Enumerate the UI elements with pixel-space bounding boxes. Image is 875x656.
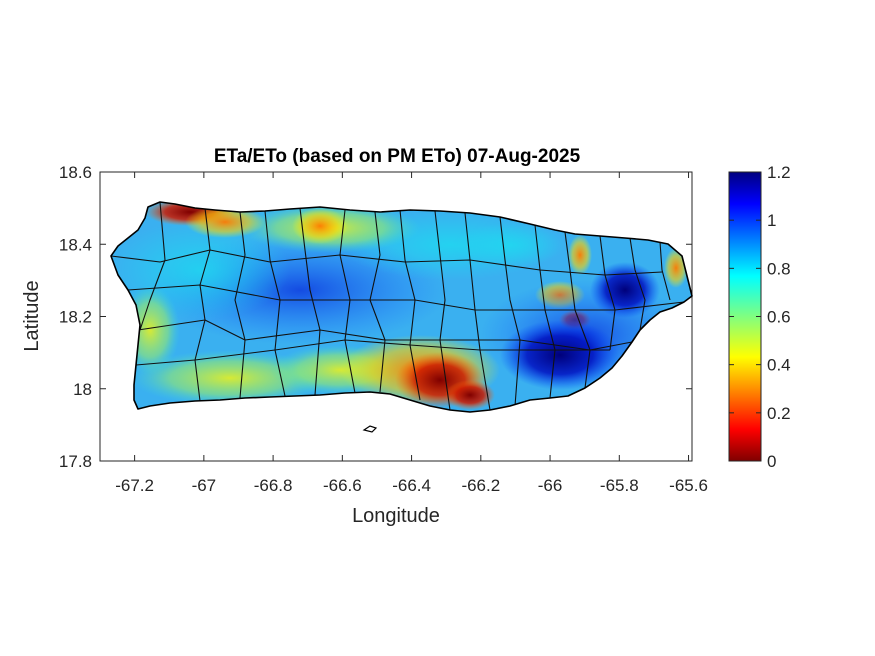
colorbar-tick-label: 0.2: [767, 404, 791, 423]
heat-south-darkred-2: [445, 380, 495, 410]
heat-nw-orange: [185, 206, 265, 238]
colorbar: [728, 171, 762, 462]
y-tick-label: 17.8: [59, 452, 92, 471]
colorbar-tick-label: 0.8: [767, 259, 791, 278]
heat-yunque-navy: [590, 262, 660, 318]
x-tick-label: -66: [538, 476, 563, 495]
y-tick-label: 18.2: [59, 308, 92, 327]
chart-title: ETa/ETo (based on PM ETo) 07-Aug-2025: [214, 146, 581, 167]
x-tick-label: -66.2: [461, 476, 500, 495]
colorbar-tick-label: 0.6: [767, 308, 791, 327]
colorbar-tick-label: 0: [767, 452, 776, 471]
x-tick-label: -67: [192, 476, 217, 495]
y-tick-label: 18.4: [59, 235, 92, 254]
colorbar-tick-label: 1: [767, 211, 776, 230]
x-axis-label: Longitude: [352, 505, 440, 527]
x-tick-label: -66.6: [323, 476, 362, 495]
municipality-boundaries: [111, 202, 685, 411]
heat-ne-orange: [568, 235, 592, 275]
x-tick-label: -66.8: [254, 476, 293, 495]
colorbar-tick-label: 0.4: [767, 356, 791, 375]
y-axis-ticks: 17.8 18 18.2 18.4 18.6: [59, 163, 692, 471]
colorbar-ticks: 0 0.2 0.4 0.6 0.8 1 1.2: [729, 163, 791, 471]
y-tick-label: 18.6: [59, 163, 92, 182]
heat-east-navy: [500, 320, 620, 390]
y-axis-label: Latitude: [21, 280, 43, 351]
offshore-island: [362, 425, 378, 433]
x-tick-label: -65.6: [669, 476, 708, 495]
colorbar-tick-label: 1.2: [767, 163, 791, 182]
y-tick-label: 18: [73, 380, 92, 399]
heat-metro-cyan: [455, 223, 565, 267]
heat-north-orange: [292, 208, 348, 244]
heatmap-field: [111, 202, 692, 412]
x-tick-label: -65.8: [600, 476, 639, 495]
x-axis-ticks: -67.2 -67 -66.8 -66.6 -66.4 -66.2 -66 -65.8 -65.…: [115, 172, 708, 495]
x-tick-label: -67.2: [115, 476, 154, 495]
x-tick-label: -66.4: [392, 476, 431, 495]
